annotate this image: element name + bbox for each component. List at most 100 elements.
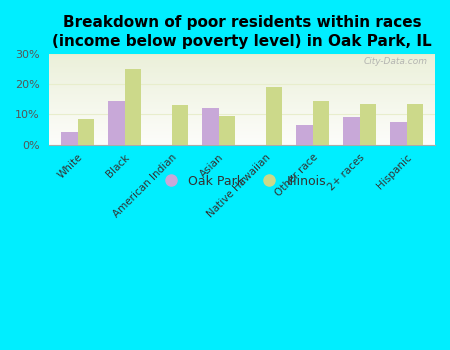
Bar bbox=[50, 77, 435, 78]
Bar bbox=[50, 135, 435, 136]
Bar bbox=[50, 119, 435, 120]
Bar bbox=[50, 88, 435, 89]
Bar bbox=[343, 117, 360, 145]
Bar bbox=[50, 86, 435, 87]
Bar bbox=[50, 76, 435, 77]
Bar bbox=[50, 54, 435, 55]
Bar bbox=[50, 130, 435, 131]
Bar bbox=[50, 123, 435, 124]
Bar bbox=[50, 121, 435, 122]
Bar bbox=[50, 87, 435, 88]
Bar bbox=[50, 131, 435, 132]
Bar bbox=[266, 87, 282, 145]
Bar bbox=[50, 79, 435, 80]
Bar bbox=[50, 64, 435, 65]
Bar bbox=[50, 93, 435, 94]
Bar bbox=[50, 125, 435, 126]
Bar bbox=[50, 73, 435, 74]
Bar bbox=[50, 133, 435, 134]
Bar bbox=[50, 58, 435, 59]
Bar bbox=[50, 124, 435, 125]
Bar bbox=[50, 142, 435, 143]
Bar bbox=[50, 81, 435, 82]
Bar bbox=[78, 119, 94, 145]
Bar bbox=[50, 56, 435, 57]
Bar bbox=[50, 74, 435, 75]
Bar bbox=[50, 141, 435, 142]
Bar bbox=[50, 104, 435, 105]
Bar bbox=[50, 94, 435, 95]
Bar bbox=[108, 101, 125, 145]
Bar bbox=[50, 127, 435, 128]
Bar bbox=[50, 105, 435, 106]
Bar bbox=[50, 59, 435, 60]
Bar bbox=[50, 60, 435, 61]
Bar bbox=[219, 116, 235, 145]
Bar bbox=[50, 66, 435, 67]
Bar bbox=[50, 113, 435, 114]
Bar bbox=[50, 128, 435, 129]
Bar bbox=[50, 90, 435, 91]
Bar bbox=[50, 65, 435, 66]
Bar bbox=[50, 120, 435, 121]
Bar bbox=[50, 122, 435, 123]
Bar bbox=[50, 103, 435, 104]
Bar bbox=[50, 108, 435, 109]
Bar bbox=[50, 140, 435, 141]
Bar bbox=[50, 95, 435, 96]
Bar bbox=[50, 80, 435, 81]
Title: Breakdown of poor residents within races
(income below poverty level) in Oak Par: Breakdown of poor residents within races… bbox=[52, 15, 432, 49]
Bar bbox=[50, 116, 435, 117]
Bar bbox=[202, 108, 219, 145]
Bar bbox=[407, 104, 423, 145]
Bar bbox=[50, 61, 435, 62]
Bar bbox=[50, 109, 435, 110]
Bar bbox=[50, 129, 435, 130]
Bar bbox=[50, 115, 435, 116]
Bar bbox=[50, 102, 435, 103]
Bar bbox=[50, 70, 435, 71]
Bar bbox=[313, 101, 329, 145]
Bar bbox=[50, 98, 435, 99]
Bar bbox=[61, 132, 78, 145]
Bar bbox=[50, 91, 435, 92]
Bar bbox=[50, 118, 435, 119]
Bar bbox=[50, 97, 435, 98]
Bar bbox=[50, 126, 435, 127]
Bar bbox=[50, 85, 435, 86]
Bar bbox=[50, 132, 435, 133]
Bar bbox=[50, 92, 435, 93]
Text: City-Data.com: City-Data.com bbox=[363, 57, 428, 66]
Bar bbox=[50, 71, 435, 72]
Bar bbox=[50, 111, 435, 112]
Bar bbox=[50, 83, 435, 84]
Bar bbox=[390, 122, 407, 145]
Bar bbox=[50, 137, 435, 138]
Bar bbox=[50, 69, 435, 70]
Bar bbox=[50, 62, 435, 63]
Bar bbox=[50, 55, 435, 56]
Bar bbox=[50, 89, 435, 90]
Bar bbox=[50, 72, 435, 73]
Bar bbox=[50, 144, 435, 145]
Bar bbox=[50, 68, 435, 69]
Bar bbox=[125, 69, 141, 145]
Bar bbox=[50, 112, 435, 113]
Bar bbox=[50, 78, 435, 79]
Bar bbox=[50, 57, 435, 58]
Bar bbox=[172, 105, 188, 145]
Bar bbox=[296, 125, 313, 145]
Bar bbox=[50, 134, 435, 135]
Bar bbox=[50, 114, 435, 115]
Bar bbox=[50, 96, 435, 97]
Bar bbox=[360, 104, 376, 145]
Bar bbox=[50, 84, 435, 85]
Bar bbox=[50, 63, 435, 64]
Bar bbox=[50, 138, 435, 139]
Bar bbox=[50, 117, 435, 118]
Bar bbox=[50, 106, 435, 107]
Bar bbox=[50, 107, 435, 108]
Bar bbox=[50, 75, 435, 76]
Bar bbox=[50, 82, 435, 83]
Bar bbox=[50, 67, 435, 68]
